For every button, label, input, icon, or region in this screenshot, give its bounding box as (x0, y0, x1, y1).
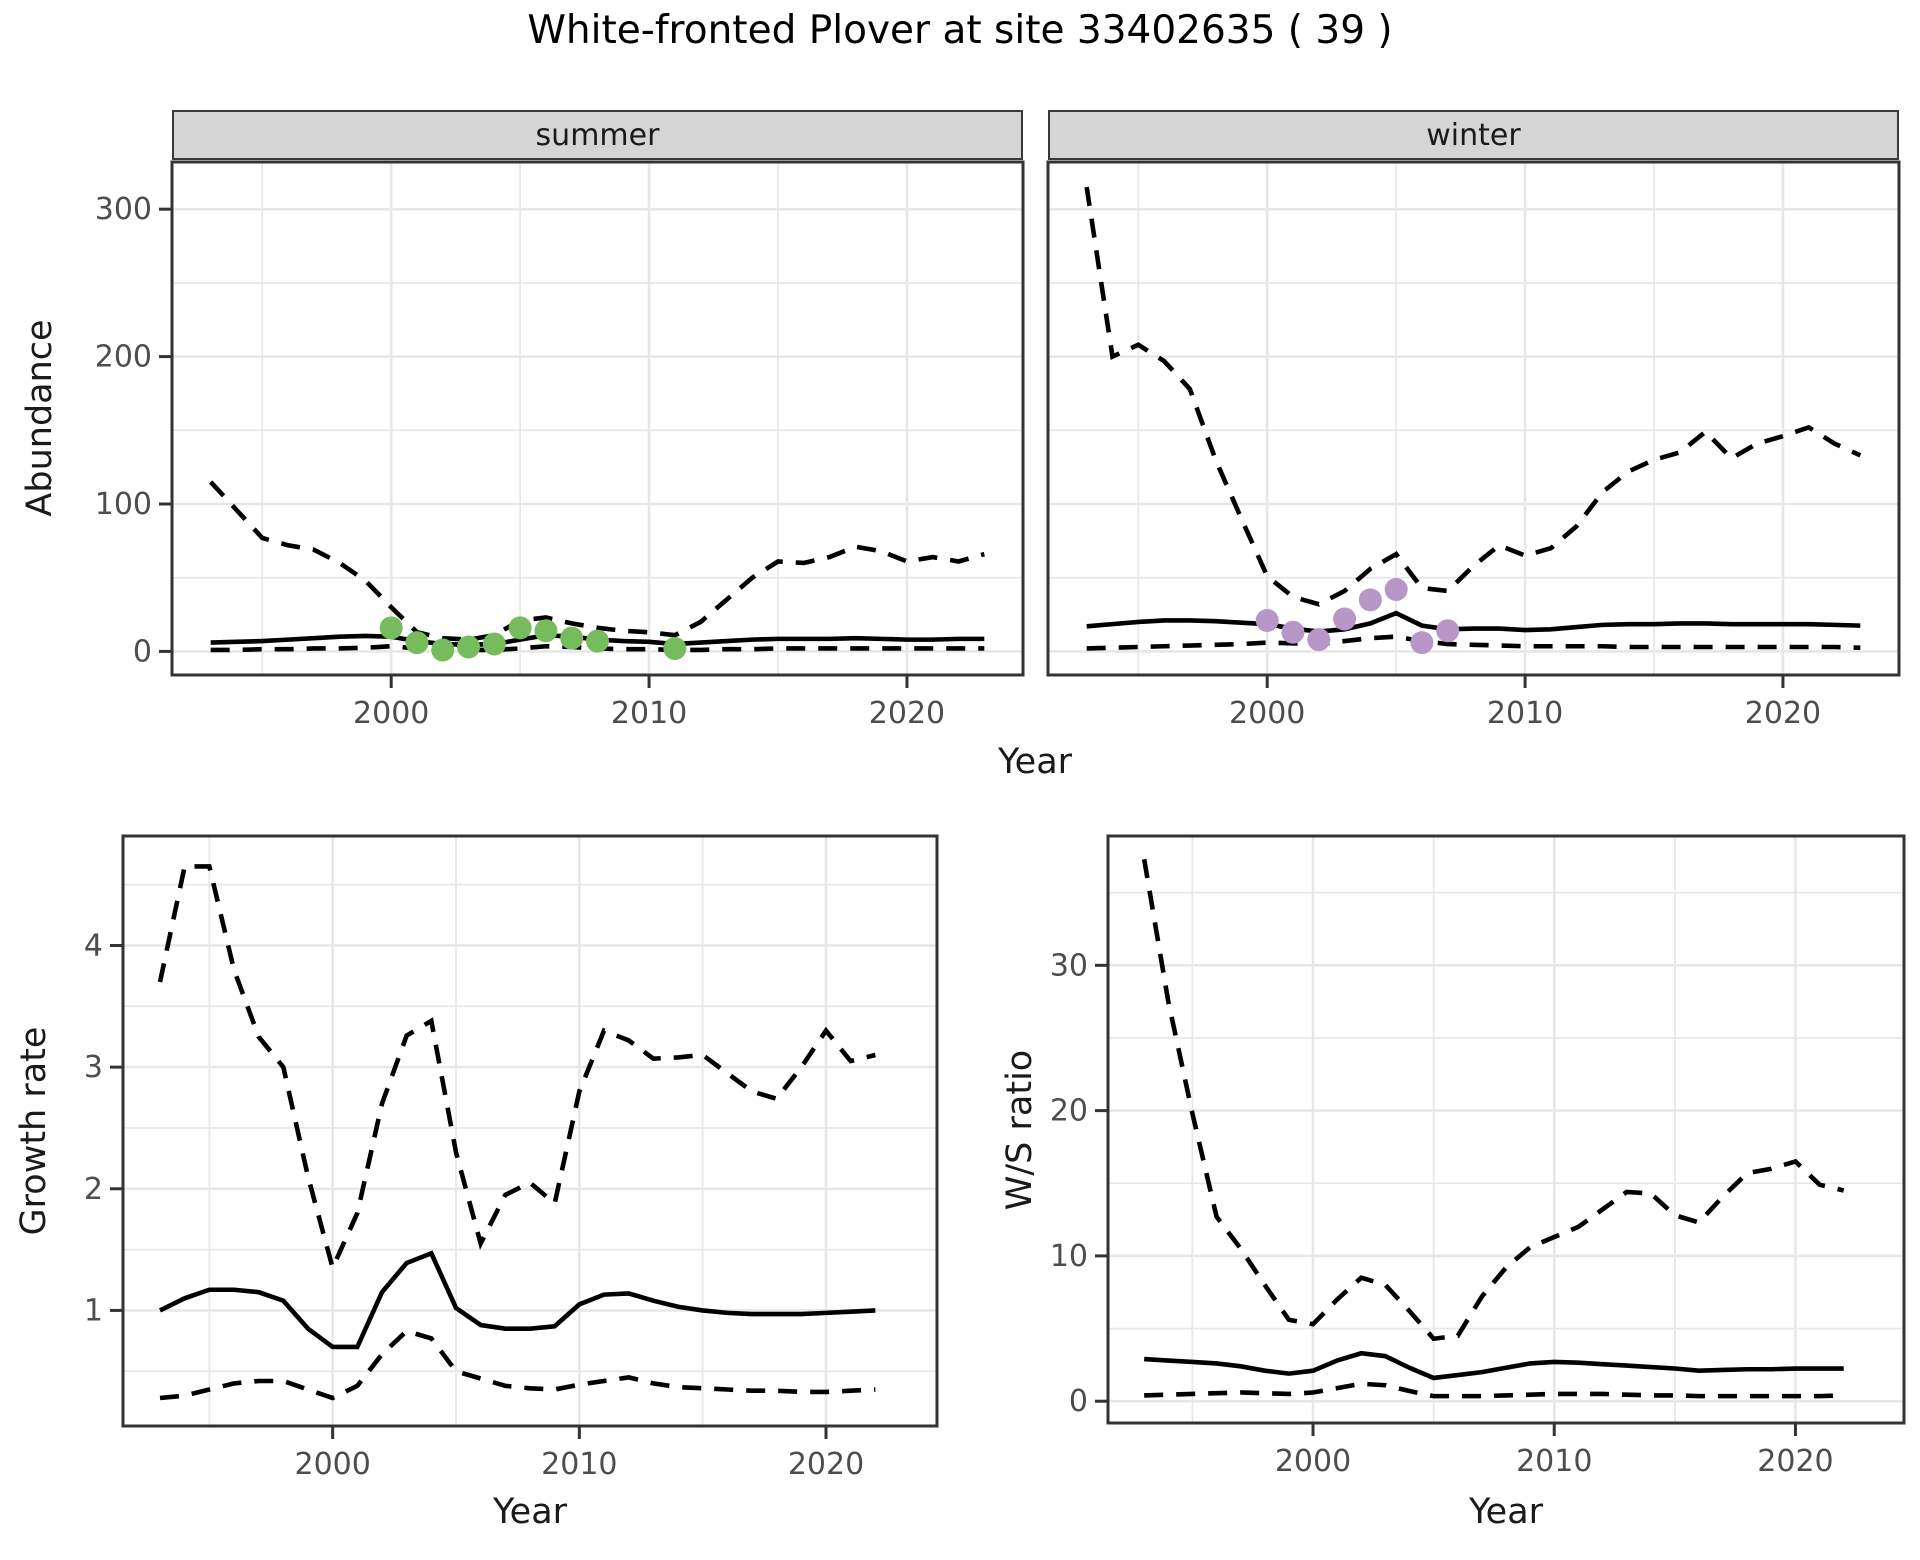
median-line (1086, 610, 1861, 634)
panel-growth-rate: 2000 2010 2020 1 2 3 4 (84, 834, 939, 1482)
y-tick-label: 0 (133, 634, 152, 669)
observed-count-winter-dot (1436, 619, 1460, 643)
upper-95ci-line (157, 864, 876, 1275)
x-axis-title-year-bottom-right: Year (1468, 1492, 1544, 1532)
y-tick-label: 300 (95, 192, 152, 227)
x-axis-title-year-bottom-left: Year (492, 1492, 568, 1532)
observed-count-summer-dot (508, 616, 532, 640)
y-tick-label: 30 (1050, 948, 1088, 983)
facet-label-summer: summer (535, 117, 660, 153)
observed-count-summer-dot (534, 619, 558, 643)
panel-border (170, 160, 1025, 677)
x-tick-label: 2010 (1516, 1444, 1592, 1479)
upper-95ci-line (1141, 858, 1845, 1342)
observed-count-summer-dot (560, 626, 584, 650)
y-axis-title-abundance: Abundance (20, 319, 60, 517)
observed-count-winter-dot (1410, 631, 1434, 655)
panel-ws-ratio: 2000 2010 2020 0 10 20 30 (1050, 834, 1906, 1479)
x-tick-label: 2020 (1745, 696, 1821, 731)
observed-count-winter-dot (1384, 578, 1408, 601)
panel-background (172, 162, 1023, 675)
x-tick-label: 2000 (1275, 1444, 1351, 1479)
panel-border (1046, 160, 1901, 677)
x-tick-label: 2010 (1487, 696, 1563, 731)
x-tick-label: 2010 (611, 696, 687, 731)
x-tick-label: 2000 (353, 696, 429, 731)
panel-abundance-winter: 2000 2010 2020 (1046, 160, 1901, 731)
lower-95ci-line (1086, 634, 1861, 651)
observed-count-winter-dot (1333, 607, 1357, 631)
y-tick-label: 100 (95, 487, 152, 522)
lower-95ci-line (1144, 1381, 1844, 1399)
median-line (158, 1250, 876, 1350)
x-tick-label: 2010 (541, 1447, 617, 1482)
y-tick-label: 3 (84, 1050, 103, 1085)
observed-count-summer-dot (457, 635, 481, 659)
y-tick-label: 20 (1050, 1094, 1088, 1129)
x-tick-label: 2020 (869, 696, 945, 731)
x-axis-title-year-top: Year (997, 742, 1073, 782)
x-tick-label: 2020 (788, 1447, 864, 1482)
y-tick-label: 0 (1069, 1384, 1088, 1419)
x-tick-label: 2000 (294, 1447, 370, 1482)
observed-count-summer-dot (431, 638, 455, 662)
lower-95ci-line (159, 1328, 876, 1401)
observed-count-summer-dot (405, 631, 429, 655)
observed-count-winter-dot (1307, 628, 1331, 652)
facet-strip-summer: summer (172, 110, 1023, 160)
y-tick-label: 200 (95, 340, 152, 375)
panel-background (1108, 836, 1904, 1423)
observed-count-summer-dot (586, 629, 609, 653)
chart-title: White-fronted Plover at site 33402635 ( … (527, 8, 1393, 53)
y-tick-label: 2 (84, 1172, 103, 1207)
x-tick-label: 2000 (1229, 696, 1305, 731)
upper-95ci-line (208, 480, 985, 642)
observed-count-summer-dot (482, 632, 506, 656)
y-tick-label: 10 (1050, 1239, 1088, 1274)
facet-strip-winter: winter (1048, 110, 1899, 160)
panel-abundance-summer: 2000 2010 2020 0 100 200 300 (95, 160, 1025, 731)
panel-background (1048, 162, 1899, 675)
panel-border (121, 834, 939, 1428)
observed-count-summer-dot (663, 636, 687, 660)
y-tick-label: 1 (84, 1293, 103, 1328)
panel-background (123, 836, 937, 1426)
observed-count-summer-dot (379, 616, 403, 640)
median-line (1144, 1350, 1844, 1381)
panel-border (1106, 834, 1906, 1425)
x-tick-label: 2020 (1757, 1444, 1833, 1479)
observed-count-winter-dot (1281, 620, 1305, 644)
observed-count-winter-dot (1255, 608, 1279, 632)
facet-label-winter: winter (1426, 117, 1521, 153)
observed-count-winter-dot (1358, 588, 1382, 612)
y-tick-label: 4 (84, 928, 103, 963)
